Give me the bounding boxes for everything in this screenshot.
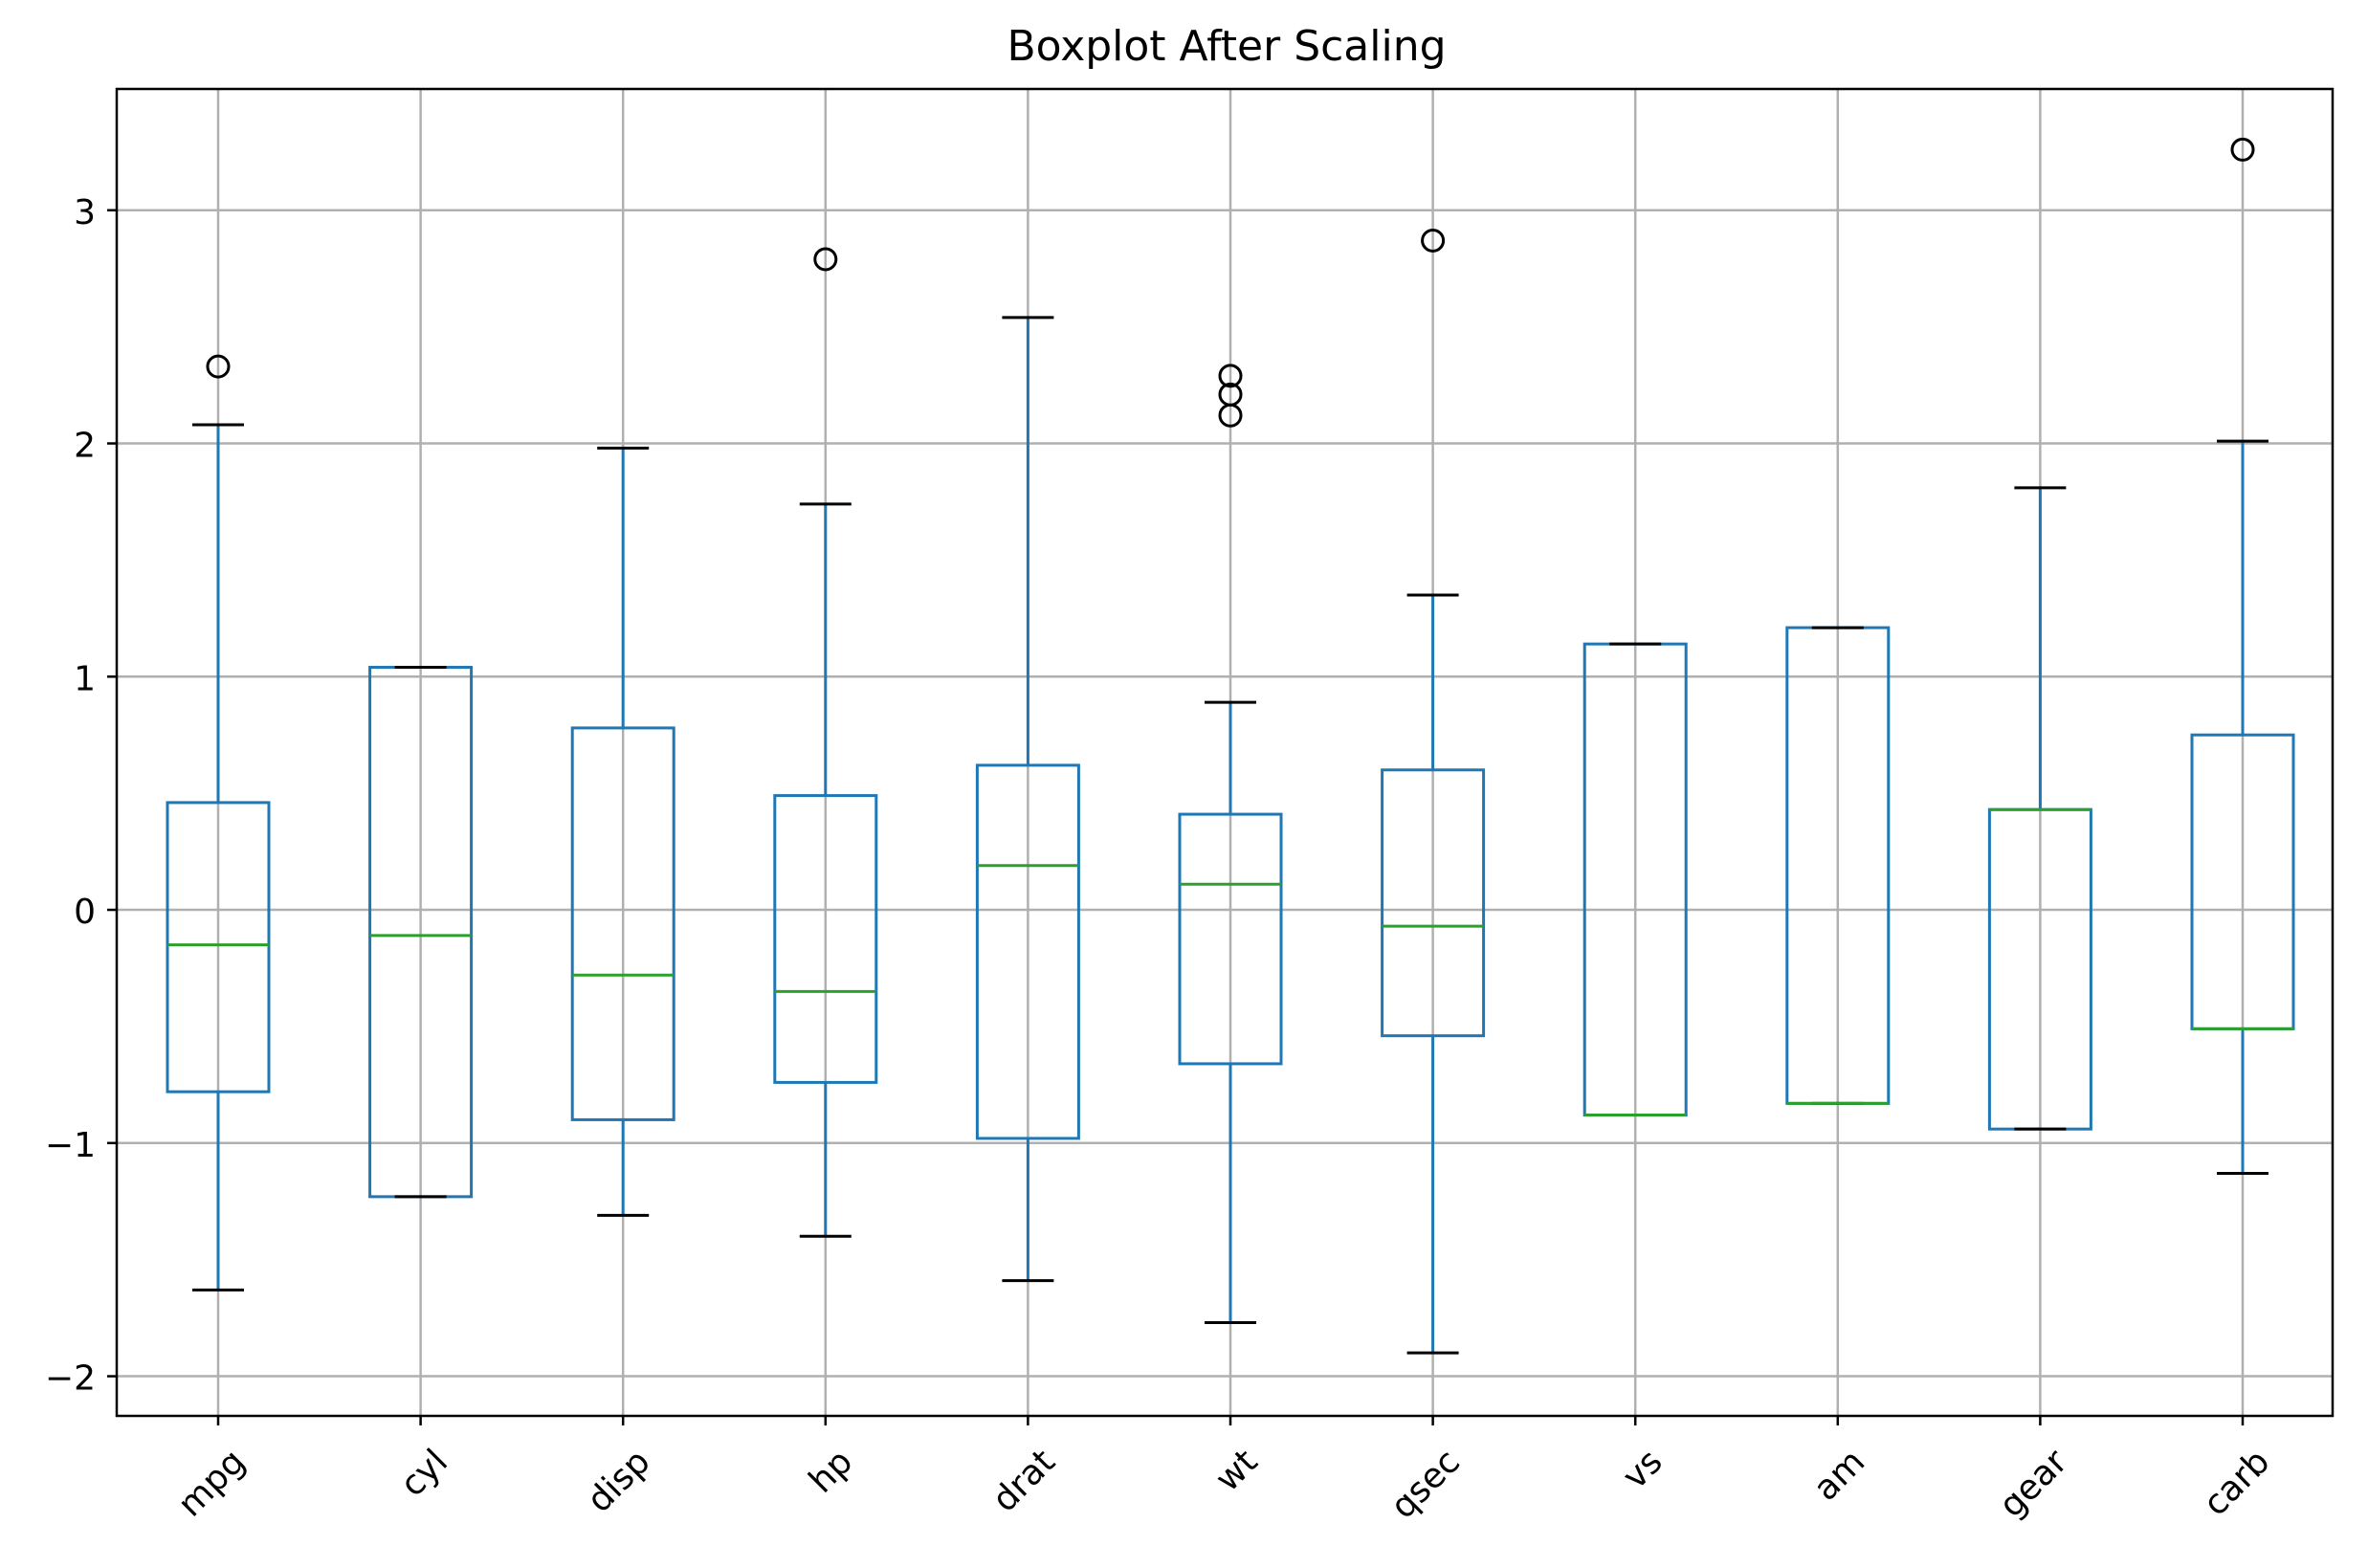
y-tick-label: 2 — [74, 427, 96, 466]
box-iqr — [1381, 768, 1486, 1038]
y-tick-label: −1 — [45, 1126, 96, 1165]
plot-frame — [115, 87, 2335, 1418]
box-layer — [166, 137, 2295, 1355]
y-tick-label: −2 — [45, 1359, 96, 1399]
chart-title: Boxplot After Scaling — [1007, 22, 1446, 71]
outlier-point — [2230, 137, 2255, 162]
box-group-wt — [1178, 364, 1283, 1324]
box-group-qsec — [1381, 228, 1486, 1355]
box-group-vs — [1582, 642, 1688, 1117]
box-group-mpg — [166, 354, 271, 1292]
box-iqr — [773, 794, 878, 1084]
outlier-point — [1218, 382, 1243, 407]
outlier-point — [1421, 228, 1446, 253]
box-group-drat — [975, 316, 1080, 1283]
box-iqr — [1178, 812, 1283, 1066]
y-tick-label: 1 — [74, 659, 96, 698]
y-tick-label: 0 — [74, 893, 96, 932]
box-group-cyl — [368, 666, 474, 1199]
box-iqr — [570, 726, 675, 1121]
box-group-hp — [773, 247, 878, 1238]
box-iqr — [975, 763, 1080, 1140]
box-group-disp — [570, 446, 675, 1217]
y-tick-label: 3 — [74, 193, 96, 232]
outlier-point — [206, 354, 231, 379]
box-group-am — [1785, 626, 1891, 1105]
outlier-point — [1218, 364, 1243, 388]
box-group-carb — [2190, 137, 2295, 1175]
outlier-point — [813, 247, 838, 272]
box-group-gear — [1987, 486, 2092, 1131]
box-iqr — [166, 801, 271, 1093]
